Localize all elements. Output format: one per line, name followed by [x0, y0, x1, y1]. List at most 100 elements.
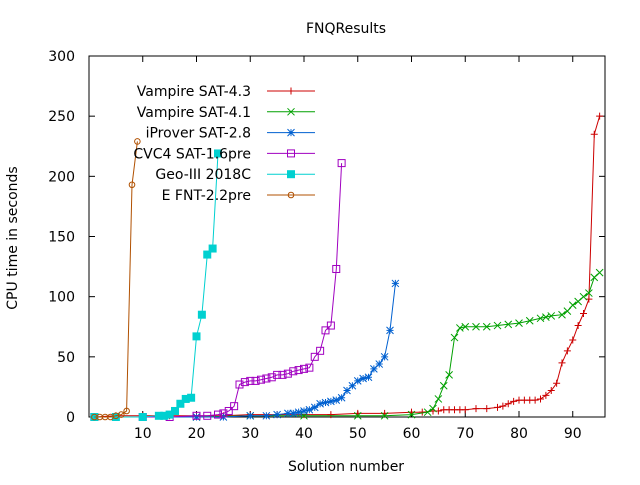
data-point — [537, 395, 544, 403]
data-point — [171, 406, 179, 415]
data-point — [407, 410, 416, 419]
data-point — [287, 149, 295, 158]
x-tick-label: 30 — [241, 426, 259, 442]
data-point — [287, 87, 295, 95]
data-point — [208, 244, 217, 253]
data-point — [310, 352, 319, 361]
data-point — [246, 411, 255, 420]
data-point — [510, 397, 518, 405]
legend-label: Geo-III 2018C — [155, 167, 251, 183]
data-point — [326, 321, 335, 330]
data-point — [515, 319, 523, 327]
data-point — [332, 264, 341, 273]
data-point — [284, 409, 292, 418]
data-point — [580, 310, 587, 318]
data-point — [321, 398, 330, 407]
data-point — [251, 376, 260, 385]
series-cvc4-sat-1-6pre — [90, 159, 346, 421]
data-point — [525, 316, 534, 325]
data-point — [558, 310, 566, 319]
data-point — [450, 333, 459, 342]
data-point — [380, 352, 389, 361]
x-tick-label: 10 — [134, 426, 152, 442]
data-point — [568, 301, 577, 309]
data-point — [327, 397, 335, 406]
data-point — [353, 411, 362, 420]
y-tick-label: 300 — [48, 49, 75, 65]
series-geo-iii-2018c — [90, 149, 222, 421]
data-point — [585, 289, 593, 297]
legend-label: CVC4 SAT-1.6pre — [133, 146, 251, 162]
axis-ticks: 0 50 100 150 200 250 300 10 20 30 40 50 60 70 80 90 — [48, 49, 605, 442]
data-point — [504, 320, 513, 329]
y-tick-label: 150 — [48, 230, 75, 246]
data-point — [283, 369, 292, 378]
data-point — [138, 413, 147, 421]
data-point — [305, 363, 314, 372]
data-point — [536, 314, 545, 323]
data-point — [547, 312, 556, 320]
series-line — [94, 141, 138, 418]
data-point — [531, 396, 539, 404]
data-point — [472, 405, 480, 413]
x-tick-label: 80 — [510, 426, 528, 442]
data-point — [214, 149, 222, 158]
data-point — [278, 370, 287, 379]
data-point — [547, 387, 555, 395]
data-point — [321, 326, 330, 335]
data-point — [343, 386, 351, 395]
data-point — [504, 400, 512, 408]
data-point — [240, 378, 249, 387]
data-point — [203, 250, 212, 259]
data-point — [287, 170, 295, 179]
data-point — [439, 381, 448, 390]
data-point — [235, 380, 244, 389]
legend-label: iProver SAT-2.8 — [146, 126, 251, 142]
data-point — [257, 375, 265, 384]
series-e-fnt-2-2pre — [91, 138, 141, 421]
data-point — [203, 411, 212, 420]
y-tick-label: 200 — [48, 169, 75, 185]
data-point — [596, 112, 604, 120]
data-point — [327, 411, 335, 419]
data-point — [230, 402, 239, 411]
data-point — [590, 130, 598, 138]
data-point — [214, 410, 222, 419]
data-point — [294, 366, 303, 375]
data-point — [305, 405, 314, 414]
data-point — [287, 128, 295, 137]
data-point — [558, 359, 566, 367]
data-point — [332, 396, 341, 405]
data-point — [445, 371, 453, 379]
y-tick-label: 50 — [57, 350, 75, 366]
data-point — [246, 376, 255, 385]
legend-label: Vampire SAT-4.1 — [137, 105, 251, 121]
chart-title: FNQResults — [306, 21, 386, 37]
data-point — [375, 360, 384, 368]
data-point — [337, 159, 346, 168]
data-point — [134, 138, 141, 145]
data-point — [364, 373, 373, 382]
data-point — [337, 393, 346, 402]
x-tick-label: 90 — [564, 426, 582, 442]
data-point — [353, 377, 362, 385]
data-point — [310, 403, 319, 412]
data-point — [192, 411, 201, 420]
series-line — [94, 283, 396, 418]
data-point — [542, 313, 550, 321]
y-axis-label: CPU time in seconds — [5, 166, 21, 309]
legend-label: E FNT-2.2pre — [162, 188, 251, 204]
data-point — [289, 367, 298, 376]
data-point — [569, 336, 577, 344]
series-iprover-sat-2-8 — [90, 279, 400, 421]
data-point — [359, 374, 367, 383]
data-point — [380, 411, 389, 420]
data-point — [386, 326, 394, 335]
data-point — [224, 406, 233, 415]
x-tick-label: 60 — [403, 426, 421, 442]
data-point — [300, 364, 308, 373]
x-axis-label: Solution number — [288, 459, 404, 475]
data-point — [472, 322, 480, 331]
y-tick-label: 250 — [48, 109, 75, 125]
